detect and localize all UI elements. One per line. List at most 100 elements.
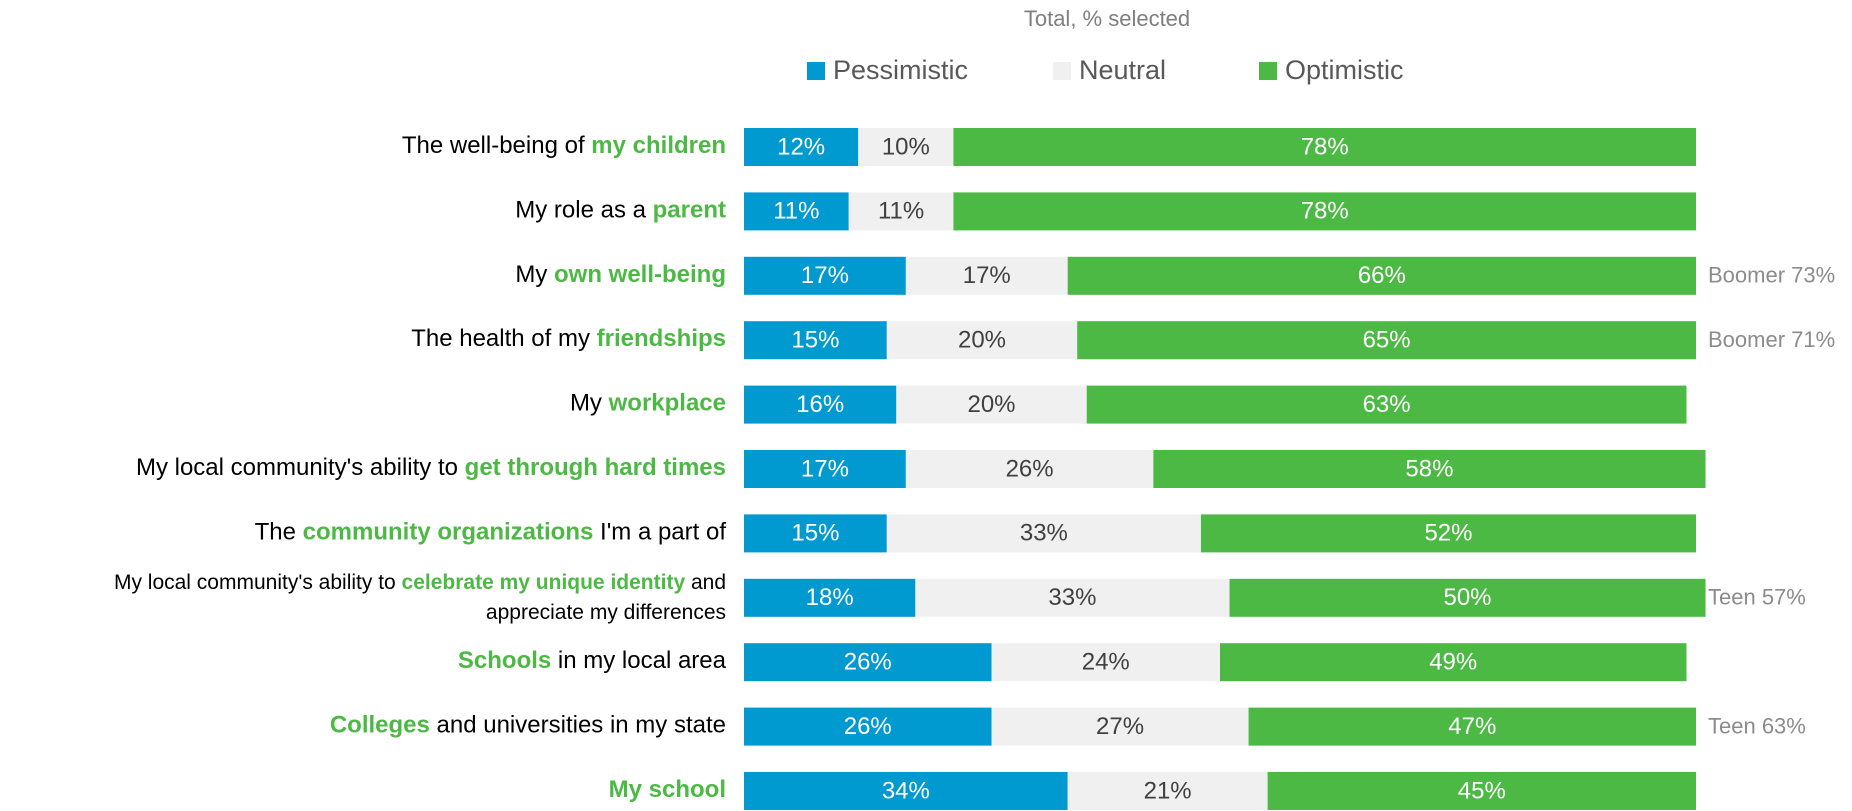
value-label: 17% xyxy=(801,262,849,289)
bar-segment xyxy=(1067,772,1268,810)
bar-segment xyxy=(1077,321,1696,360)
category-label-part: my children xyxy=(591,132,726,159)
category-label-part: parent xyxy=(653,197,726,224)
category-label-part: celebrate my unique identity xyxy=(402,570,686,593)
value-label: 12% xyxy=(777,133,825,160)
value-label: 10% xyxy=(882,133,930,160)
category-label: Schools in my local area xyxy=(458,648,727,675)
value-label: 20% xyxy=(958,327,1006,354)
value-label: 45% xyxy=(1458,777,1506,804)
value-label: 52% xyxy=(1424,520,1472,547)
category-label-part: appreciate my differences xyxy=(486,600,726,623)
bar-segment xyxy=(905,256,1068,295)
value-label: 33% xyxy=(1020,520,1068,547)
category-label-part: My role as a xyxy=(515,197,652,224)
bar-segment xyxy=(744,450,906,488)
chart-title: Total, % selected xyxy=(1024,6,1190,31)
bar-segment xyxy=(744,385,897,424)
value-label: 11% xyxy=(878,198,924,225)
value-label: 26% xyxy=(844,649,892,676)
bar-segment xyxy=(953,192,1696,231)
bar-segment xyxy=(991,643,1220,682)
value-label: 18% xyxy=(806,584,854,611)
value-label: 16% xyxy=(796,391,844,418)
category-label: The health of my friendships xyxy=(411,326,726,353)
bar-segment xyxy=(1267,772,1696,810)
category-label-part: community organizations xyxy=(303,519,594,546)
bar-segment xyxy=(991,707,1249,746)
category-label-part: My local community's ability to xyxy=(114,570,402,593)
category-label-part: and universities in my state xyxy=(430,712,726,739)
category-label: appreciate my differences xyxy=(486,600,726,623)
bar-segment xyxy=(744,256,906,295)
category-label-part: The well-being of xyxy=(402,132,591,159)
annotation: Teen 63% xyxy=(1708,713,1806,738)
category-label-part: friendships xyxy=(597,326,726,353)
category-label: The well-being of my children xyxy=(402,132,726,159)
value-label: 24% xyxy=(1082,649,1130,676)
category-label: My local community's ability to celebrat… xyxy=(114,570,726,593)
value-label: 49% xyxy=(1429,649,1477,676)
value-label: 21% xyxy=(1144,777,1192,804)
bar-segment xyxy=(1229,578,1706,617)
value-label: 63% xyxy=(1363,391,1411,418)
category-label-part: I'm a part of xyxy=(593,519,726,546)
value-label: 58% xyxy=(1405,455,1453,482)
legend-label: Neutral xyxy=(1079,55,1166,85)
bar-segment xyxy=(744,578,916,617)
bar-segment xyxy=(1067,256,1696,295)
bar-segment xyxy=(915,578,1230,617)
category-label: My local community's ability to get thro… xyxy=(136,454,726,481)
category-label: Colleges and universities in my state xyxy=(330,712,726,739)
bar-segment xyxy=(905,450,1154,488)
value-label: 33% xyxy=(1048,584,1096,611)
category-label-part: My local community's ability to xyxy=(136,454,465,481)
bar-segment xyxy=(896,385,1087,424)
bar-segment xyxy=(848,192,954,231)
value-label: 27% xyxy=(1096,713,1144,740)
bar-segment xyxy=(1200,514,1696,553)
category-label-part: Colleges xyxy=(330,712,430,739)
category-label-part: own well-being xyxy=(554,261,726,288)
value-label: 50% xyxy=(1443,584,1491,611)
category-label-part: Schools xyxy=(458,648,551,675)
bar-segment xyxy=(744,514,887,553)
annotation: Teen 57% xyxy=(1708,585,1806,610)
category-label-part: My xyxy=(570,390,609,417)
value-label: 66% xyxy=(1358,262,1406,289)
bar-segment xyxy=(858,128,954,166)
category-label: My role as a parent xyxy=(515,197,726,224)
category-label-part: My xyxy=(515,261,554,288)
legend-label: Pessimistic xyxy=(833,55,968,85)
legend-swatch xyxy=(1259,62,1277,80)
bar-segment xyxy=(744,321,887,360)
category-label-part: The xyxy=(255,519,303,546)
legend-swatch xyxy=(807,62,825,80)
legend-label: Optimistic xyxy=(1285,55,1404,85)
legend-swatch xyxy=(1053,62,1071,80)
value-label: 15% xyxy=(791,327,839,354)
annotation: Boomer 71% xyxy=(1708,327,1835,352)
category-label-part: The health of my xyxy=(411,326,596,353)
category-label: My workplace xyxy=(570,390,726,417)
value-label: 78% xyxy=(1301,198,1349,225)
value-label: 17% xyxy=(801,455,849,482)
category-label-part: and xyxy=(685,570,726,593)
value-label: 78% xyxy=(1301,133,1349,160)
category-label-part: in my local area xyxy=(551,648,726,675)
value-label: 26% xyxy=(844,713,892,740)
value-label: 17% xyxy=(963,262,1011,289)
bar-segment xyxy=(744,128,859,166)
bar-segment xyxy=(886,514,1201,553)
category-label-part: get through hard times xyxy=(465,454,726,481)
bar-segment xyxy=(1248,707,1696,746)
bar-segment xyxy=(744,707,992,746)
value-label: 47% xyxy=(1448,713,1496,740)
bar-segment xyxy=(1153,450,1706,488)
value-label: 20% xyxy=(967,391,1015,418)
value-label: 34% xyxy=(882,777,930,804)
bar-segment xyxy=(1220,643,1687,682)
category-label: The community organizations I'm a part o… xyxy=(255,519,727,546)
value-label: 11% xyxy=(773,198,819,225)
